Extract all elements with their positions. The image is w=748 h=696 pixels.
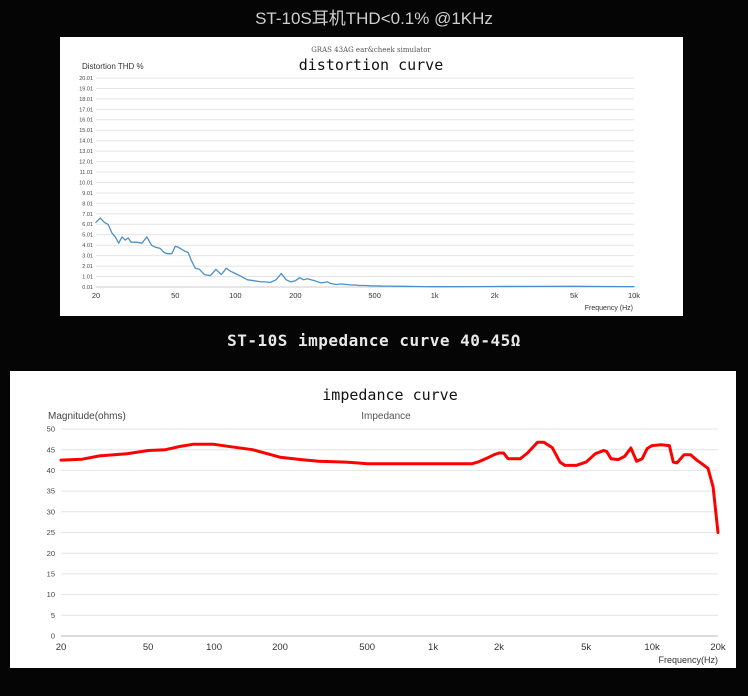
x-tick-label: 1k	[428, 642, 438, 653]
distortion-chart-panel: GRAS 43AG ear&cheek simulator distortion…	[60, 37, 683, 316]
impedance-chart: impedance curve Impedance Magnitude(ohms…	[47, 386, 726, 665]
x-tick-label: 1k	[431, 291, 439, 300]
impedance-series	[59, 440, 720, 534]
x-tick-label: 10k	[628, 291, 640, 300]
x-tick-label: 100	[206, 642, 222, 653]
y-tick-label: 8.01	[82, 201, 93, 207]
impedance-chart-panel: impedance curve Impedance Magnitude(ohms…	[10, 371, 736, 668]
y-tick-label: 35	[47, 487, 55, 496]
x-tick-label: 200	[272, 642, 288, 653]
y-tick-label: 15	[47, 570, 55, 579]
x-tick-label: 200	[289, 291, 302, 300]
y-tick-label: 20	[47, 549, 55, 558]
x-tick-label: 500	[359, 642, 375, 653]
y-tick-label: 5	[51, 611, 55, 620]
y-tick-label: 18.01	[79, 97, 93, 103]
y-tick-label: 10	[47, 590, 55, 599]
x-tick-label: 20	[92, 291, 100, 300]
thd-heading: ST-10S耳机THD<0.1% @1KHz	[255, 9, 493, 28]
y-tick-label: 19.01	[79, 86, 93, 92]
y-tick-label: 6.01	[82, 222, 93, 228]
y-tick-label: 0.01	[82, 285, 93, 291]
y-tick-label: 10.01	[79, 180, 93, 186]
series-line-0	[59, 440, 720, 534]
x-tick-label: 2k	[491, 291, 499, 300]
y-tick-label: 3.01	[82, 254, 93, 260]
y-tick-label: 0	[51, 632, 55, 641]
x-tick-label: 500	[368, 291, 381, 300]
distortion-chart-title: distortion curve	[299, 56, 444, 74]
source-label: GRAS 43AG ear&cheek simulator	[311, 46, 431, 54]
impedance-y-axis-label: Magnitude(ohms)	[48, 411, 126, 422]
x-tick-label: 10k	[644, 642, 660, 653]
impedance-x-axis-label: Frequency(Hz)	[658, 655, 718, 665]
x-tick-label: 20	[56, 642, 67, 653]
y-tick-label: 13.01	[79, 149, 93, 155]
y-tick-label: 11.01	[80, 170, 93, 176]
y-tick-label: 12.01	[79, 160, 93, 166]
x-tick-label: 20k	[710, 642, 726, 653]
y-tick-label: 1.01	[82, 274, 93, 280]
distortion-grid	[96, 77, 634, 288]
y-tick-label: 9.01	[82, 191, 93, 197]
y-tick-label: 30	[47, 507, 55, 516]
y-tick-label: 50	[47, 425, 55, 434]
y-tick-label: 45	[47, 445, 55, 454]
y-tick-label: 2.01	[82, 264, 93, 270]
x-tick-label: 50	[171, 291, 179, 300]
y-tick-label: 16.01	[79, 118, 93, 124]
series-line-0	[95, 217, 635, 288]
distortion-x-axis-label: Frequency (Hz)	[585, 305, 633, 312]
y-tick-label: 40	[47, 466, 55, 475]
y-tick-label: 15.01	[79, 128, 93, 134]
impedance-chart-subtitle: Impedance	[361, 411, 411, 422]
impedance-heading: ST-10S impedance curve 40-45Ω	[227, 331, 521, 350]
distortion-x-ticks: 20 50 100 200 500 1k 2k 5k 10k	[92, 291, 640, 300]
y-tick-label: 25	[47, 528, 55, 537]
x-tick-label: 5k	[581, 642, 591, 653]
impedance-chart-title: impedance curve	[322, 386, 457, 404]
impedance-x-ticks: 20 50 100 200 500 1k 2k 5k 10k 20k	[56, 642, 726, 653]
x-tick-label: 50	[143, 642, 154, 653]
y-tick-label: 7.01	[82, 212, 93, 218]
x-tick-label: 5k	[570, 291, 578, 300]
x-tick-label: 2k	[494, 642, 504, 653]
y-tick-label: 5.01	[82, 233, 93, 239]
distortion-chart: GRAS 43AG ear&cheek simulator distortion…	[79, 46, 640, 312]
y-tick-label: 20.01	[79, 76, 93, 82]
distortion-y-axis-label: Distortion THD %	[82, 62, 144, 71]
y-tick-label: 17.01	[79, 107, 93, 113]
y-tick-label: 14.01	[79, 139, 93, 145]
distortion-series	[95, 217, 635, 288]
y-tick-label: 4.01	[82, 243, 93, 249]
distortion-y-ticks: 20.01 19.01 18.01 17.01 16.01 15.01 14.01 13.01…	[79, 76, 93, 291]
x-tick-label: 100	[229, 291, 242, 300]
